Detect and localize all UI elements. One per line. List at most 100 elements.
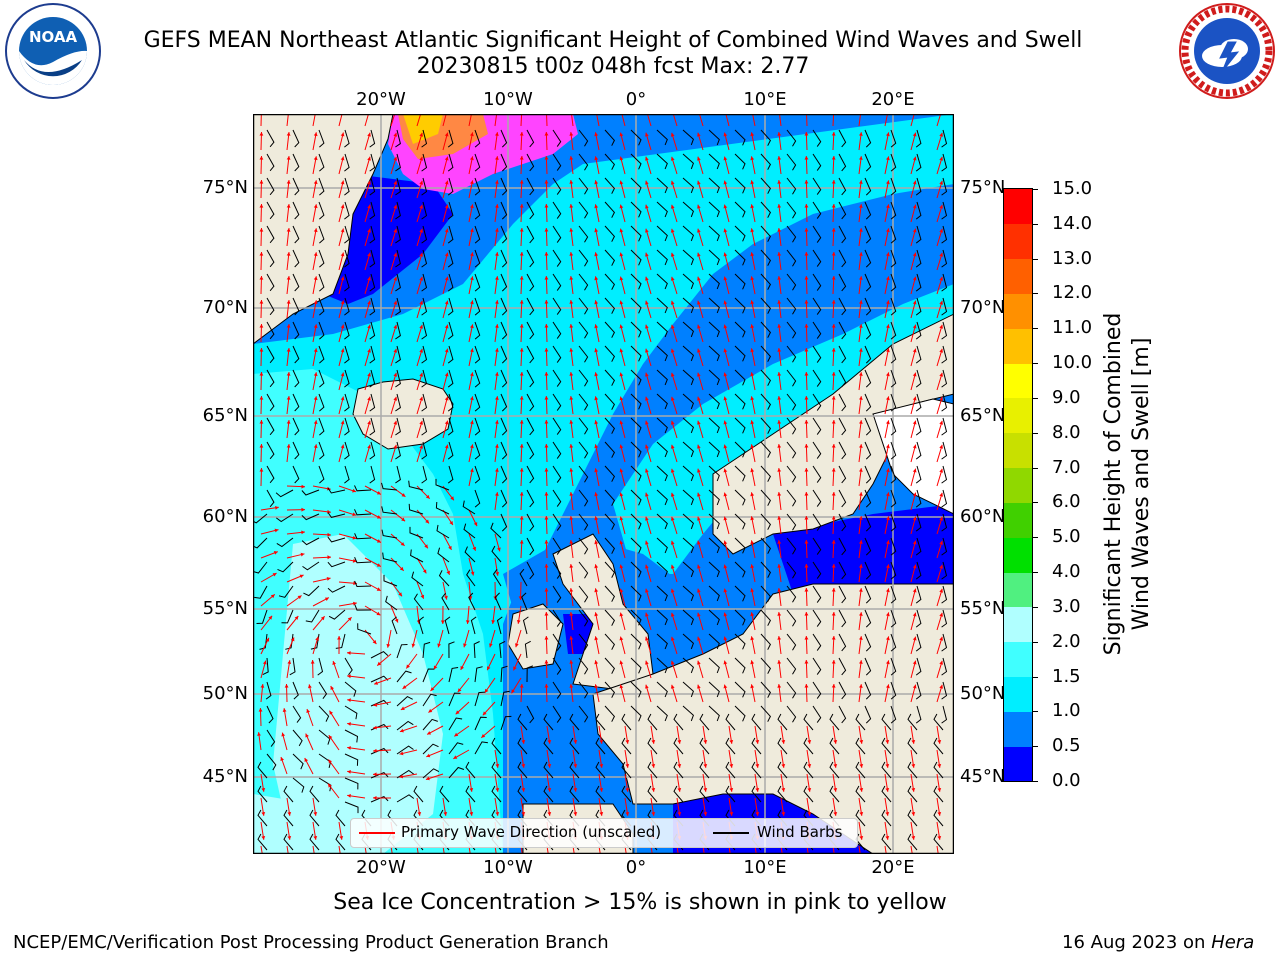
wave-direction-arrowhead: [804, 468, 809, 472]
wave-direction-arrowhead: [859, 276, 863, 280]
wave-direction-arrowhead: [645, 588, 649, 593]
wind-barb: [283, 833, 294, 851]
wind-barb: [855, 737, 866, 755]
wind-barb: [604, 513, 616, 530]
wave-direction-arrowhead: [912, 468, 917, 473]
wind-barb: [915, 201, 922, 220]
wave-direction-arrowhead: [453, 755, 458, 759]
lat-tick-left: 65°N: [202, 405, 248, 426]
wave-direction-arrowhead: [519, 276, 524, 280]
wave-height-map[interactable]: [253, 114, 954, 854]
wave-direction-arrowhead: [777, 468, 782, 472]
wind-barb: [838, 369, 847, 388]
wave-direction-arrowhead: [859, 348, 863, 352]
wave-direction-arrowhead: [347, 746, 351, 750]
wind-barb: [604, 393, 616, 410]
wave-direction-arrowhead: [859, 660, 863, 664]
wind-barb: [396, 745, 414, 755]
wave-direction-arrowhead: [481, 734, 486, 738]
wave-direction-arrowhead: [804, 684, 809, 688]
wind-barb: [708, 681, 720, 698]
wind-barb: [838, 705, 847, 724]
wind-barb: [595, 737, 606, 755]
wind-barb: [786, 273, 797, 291]
wind-barb: [517, 761, 528, 779]
wind-barb: [552, 465, 562, 483]
wind-barb: [630, 249, 642, 266]
wind-barb: [292, 393, 300, 412]
wave-direction-arrowhead: [859, 324, 863, 328]
wave-direction-arrowhead: [939, 348, 943, 353]
wave-direction-arrow: [312, 114, 316, 127]
wave-direction-arrowhead: [939, 420, 943, 425]
wind-barb: [725, 737, 736, 755]
wind-barb: [890, 609, 897, 628]
wind-barb: [803, 713, 814, 731]
wind-barb: [630, 561, 642, 578]
wind-barb: [604, 681, 616, 698]
wave-direction-arrowhead: [831, 588, 836, 592]
wind-barb: [786, 537, 797, 555]
wind-barb: [682, 633, 694, 650]
wave-direction-arrowhead: [489, 643, 493, 648]
wave-direction-arrowhead: [939, 612, 943, 617]
wave-direction-arrowhead: [804, 204, 809, 208]
wave-direction-arrowhead: [831, 444, 836, 448]
wind-barb: [500, 249, 508, 268]
wind-barb: [734, 585, 746, 602]
wave-direction-arrowhead: [723, 420, 728, 425]
wave-direction-arrowhead: [393, 348, 398, 353]
wind-barb: [812, 321, 822, 339]
wind-barb: [941, 177, 948, 196]
wind-barb: [786, 345, 797, 363]
wave-direction-arrowhead: [544, 252, 549, 256]
wave-direction-arrowhead: [670, 204, 675, 209]
wave-direction-arrowhead: [703, 764, 708, 768]
wind-barb: [410, 549, 424, 563]
wave-direction-arrowhead: [347, 722, 351, 726]
wave-direction-arrowhead: [470, 324, 474, 329]
wave-direction-arrowhead: [912, 612, 917, 617]
wind-barb: [890, 321, 897, 340]
wind-barb: [578, 249, 589, 267]
wind-barb: [708, 225, 720, 242]
wave-direction-arrowhead: [544, 564, 549, 568]
colorbar-tick-mark: [1032, 467, 1038, 469]
wave-direction-arrow: [546, 845, 549, 854]
wind-barb: [552, 273, 562, 291]
wind-barb: [552, 441, 562, 459]
wind-barb: [422, 743, 439, 755]
wind-barb: [526, 273, 535, 292]
wind-barb: [383, 574, 398, 587]
colorbar-segment: [1004, 363, 1032, 399]
wave-direction-arrowhead: [374, 681, 379, 685]
wave-direction-arrowhead: [569, 252, 574, 256]
wave-direction-arrowhead: [697, 684, 701, 689]
wave-direction-arrowhead: [777, 540, 782, 544]
wind-barb: [708, 537, 720, 554]
wave-direction-arrowhead: [755, 740, 760, 744]
wave-direction-arrowhead: [569, 588, 574, 592]
lat-tick-right: 70°N: [960, 297, 1006, 318]
wave-direction-arrowhead: [859, 132, 863, 136]
wind-barb: [490, 522, 502, 539]
wind-barb: [289, 657, 296, 676]
wind-barb: [760, 177, 772, 194]
wind-barb: [369, 417, 376, 436]
sea-ice-area: [403, 114, 443, 144]
wind-barb: [864, 657, 872, 676]
wave-direction-arrowhead: [777, 156, 782, 160]
wave-direction-arrowhead: [569, 540, 574, 544]
wave-direction-arrowhead: [519, 492, 524, 496]
wind-barb: [543, 761, 554, 779]
wave-direction-arrowhead: [308, 684, 312, 689]
wave-direction-arrowhead: [569, 420, 574, 424]
wave-direction-arrowhead: [670, 276, 675, 281]
wave-direction-arrowhead: [912, 348, 917, 353]
wind-barb: [335, 833, 346, 851]
wave-direction-arrowhead: [327, 532, 331, 537]
wave-direction-arrowhead: [939, 252, 943, 257]
wave-direction-arrowhead: [306, 709, 310, 713]
wave-direction-arrowhead: [755, 764, 760, 768]
wave-direction-arrowhead: [419, 252, 423, 257]
